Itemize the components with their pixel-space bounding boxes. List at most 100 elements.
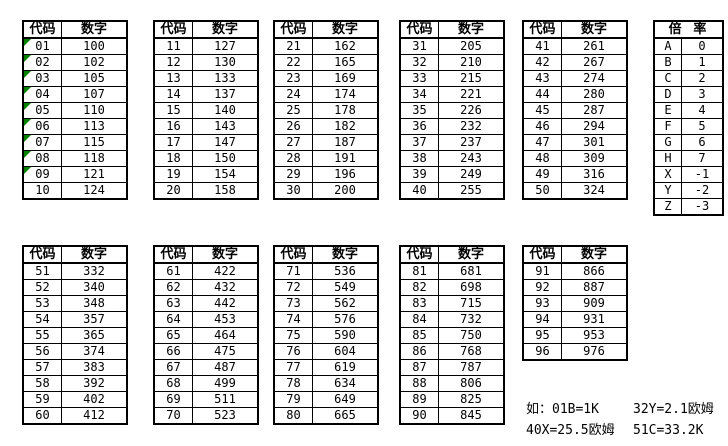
code-cell: 36 [399, 118, 439, 135]
table-row: 72 549 [273, 279, 379, 296]
value-cell: 475 [192, 343, 259, 360]
header-row: 代码 数字 [399, 20, 505, 39]
code-cell: 55 [22, 327, 62, 344]
code-cell: 20 [153, 182, 193, 200]
code-cell: 75 [273, 327, 313, 344]
table-row: 86 768 [399, 343, 505, 360]
table-row: 60 412 [22, 407, 128, 425]
table-row: 30 200 [273, 182, 379, 200]
value-cell: 243 [438, 150, 505, 167]
value-cell: 732 [438, 311, 505, 328]
value-cell: 294 [561, 118, 628, 135]
table-row: 48 309 [522, 150, 628, 167]
code-cell: 10 [22, 182, 62, 200]
table-row: 75 590 [273, 327, 379, 344]
code-cell: 91 [522, 262, 562, 280]
code-table-71-80: 代码 数字 71 536 72 549 73 562 74 576 75 590 76 604 77 619 7… [273, 245, 379, 425]
code-cell: 65 [153, 327, 193, 344]
code-cell: 94 [522, 311, 562, 328]
code-cell: 42 [522, 54, 562, 71]
value-cell: 187 [312, 134, 379, 151]
value-cell: 110 [61, 102, 128, 119]
code-cell: 86 [399, 343, 439, 360]
code-cell: 63 [153, 295, 193, 312]
code-cell: 70 [153, 407, 193, 425]
code-header: 代码 [22, 245, 62, 264]
code-table-81-90: 代码 数字 81 681 82 698 83 715 84 732 85 750 86 768 87 787 8… [399, 245, 505, 425]
code-cell: 13 [153, 70, 193, 87]
table-row: 22 165 [273, 54, 379, 71]
code-cell: 72 [273, 279, 313, 296]
value-cell: 169 [312, 70, 379, 87]
code-cell: 19 [153, 166, 193, 183]
value-cell: 332 [61, 262, 128, 280]
value-cell: 165 [312, 54, 379, 71]
table-row: 14 137 [153, 86, 259, 103]
code-cell: 18 [153, 150, 193, 167]
value-cell: 402 [61, 391, 128, 408]
table-row: 41 261 [522, 37, 628, 55]
code-cell: 58 [22, 375, 62, 392]
table-row: 15 140 [153, 102, 259, 119]
value-cell: 280 [561, 86, 628, 103]
value-cell: 274 [561, 70, 628, 87]
value-cell: 154 [192, 166, 259, 183]
value-cell: 287 [561, 102, 628, 119]
example-32y: 32Y=2.1欧姆 [633, 402, 714, 417]
table-row: 34 221 [399, 86, 505, 103]
code-header: 代码 [22, 20, 62, 39]
table-row: 88 806 [399, 375, 505, 392]
value-cell: 196 [312, 166, 379, 183]
table-row: Y -2 [653, 182, 724, 199]
code-cell: A [653, 37, 682, 55]
table-row: 47 301 [522, 134, 628, 151]
value-cell: -3 [681, 198, 724, 216]
value-cell: 107 [61, 86, 128, 103]
table-row: 23 169 [273, 70, 379, 87]
table-row: 93 909 [522, 295, 628, 312]
value-cell: 953 [561, 327, 628, 344]
table-row: 82 698 [399, 279, 505, 296]
table-row: 95 953 [522, 327, 628, 344]
table-row: 16 143 [153, 118, 259, 135]
code-cell: 60 [22, 407, 62, 425]
table-row: 65 464 [153, 327, 259, 344]
code-cell: 33 [399, 70, 439, 87]
value-cell: 340 [61, 279, 128, 296]
code-cell: 64 [153, 311, 193, 328]
code-cell: F [653, 118, 682, 135]
value-cell: 422 [192, 262, 259, 280]
value-cell: 7 [681, 150, 724, 167]
value-cell: 261 [561, 37, 628, 55]
code-table-01-10: 代码 数字 01 100 02 102 03 105 04 107 05 110 06 113 07 115 0… [22, 20, 128, 200]
value-cell: 715 [438, 295, 505, 312]
code-cell: 39 [399, 166, 439, 183]
value-cell: 365 [61, 327, 128, 344]
code-cell: 89 [399, 391, 439, 408]
value-cell: 150 [192, 150, 259, 167]
code-table-11-20: 代码 数字 11 127 12 130 13 133 14 137 15 140 16 143 17 147 1… [153, 20, 259, 200]
value-cell: 768 [438, 343, 505, 360]
code-header: 代码 [153, 245, 193, 264]
value-cell: 249 [438, 166, 505, 183]
code-cell: D [653, 86, 682, 103]
value-cell: 316 [561, 166, 628, 183]
table-row: 59 402 [22, 391, 128, 408]
code-cell: 29 [273, 166, 313, 183]
code-cell: 06 [22, 118, 62, 135]
table-row: 05 110 [22, 102, 128, 119]
code-table-41-50: 代码 数字 41 261 42 267 43 274 44 280 45 287 46 294 47 301 4… [522, 20, 628, 200]
table-row: 20 158 [153, 182, 259, 200]
value-cell: 232 [438, 118, 505, 135]
value-cell: 887 [561, 279, 628, 296]
multiplier-header: 倍 率 [653, 20, 724, 39]
table-row: 68 499 [153, 375, 259, 392]
code-cell: 15 [153, 102, 193, 119]
value-cell: 143 [192, 118, 259, 135]
table-row: 90 845 [399, 407, 505, 425]
code-cell: 77 [273, 359, 313, 376]
table-row: 17 147 [153, 134, 259, 151]
